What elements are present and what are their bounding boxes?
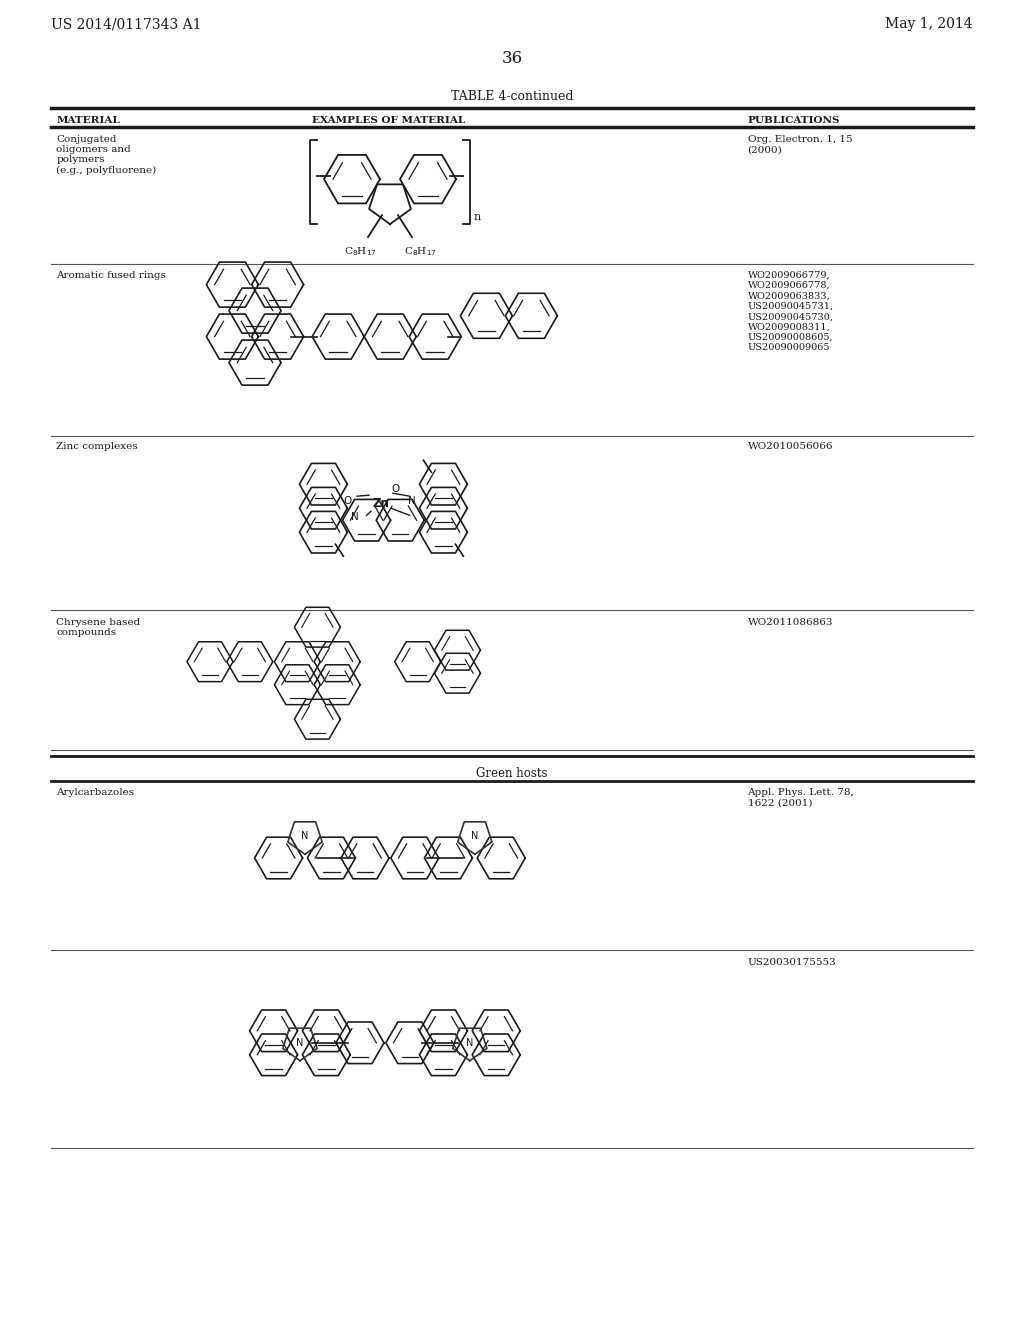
Text: Appl. Phys. Lett. 78,
1622 (2001): Appl. Phys. Lett. 78, 1622 (2001) (748, 788, 854, 808)
Text: C$_8$H$_{17}$: C$_8$H$_{17}$ (403, 246, 436, 257)
Text: Green hosts: Green hosts (476, 767, 548, 780)
Text: Zn: Zn (373, 496, 389, 510)
Text: Conjugated
oligomers and
polymers
(e.g., polyfluorene): Conjugated oligomers and polymers (e.g.,… (56, 135, 157, 176)
Text: Aromatic fused rings: Aromatic fused rings (56, 271, 166, 280)
Text: N: N (466, 1038, 473, 1048)
Text: Org. Electron. 1, 15
(2000): Org. Electron. 1, 15 (2000) (748, 135, 852, 154)
Text: N: N (301, 832, 308, 841)
Text: PUBLICATIONS: PUBLICATIONS (748, 116, 840, 125)
Text: MATERIAL: MATERIAL (56, 116, 120, 125)
Text: C$_8$H$_{17}$: C$_8$H$_{17}$ (344, 246, 377, 257)
Text: O: O (391, 484, 399, 494)
Text: Arylcarbazoles: Arylcarbazoles (56, 788, 134, 797)
Text: May 1, 2014: May 1, 2014 (885, 17, 973, 32)
Text: Zinc complexes: Zinc complexes (56, 442, 138, 451)
Text: O: O (343, 496, 351, 506)
Text: 36: 36 (502, 50, 522, 67)
Text: WO2010056066: WO2010056066 (748, 442, 833, 451)
Text: Chrysene based
compounds: Chrysene based compounds (56, 618, 140, 638)
Text: EXAMPLES OF MATERIAL: EXAMPLES OF MATERIAL (312, 116, 466, 125)
Text: N: N (409, 496, 416, 506)
Text: WO2009066779,
WO2009066778,
WO2009063833,
US20090045731,
US20090045730,
WO200900: WO2009066779, WO2009066778, WO2009063833… (748, 271, 834, 352)
Text: TABLE 4-continued: TABLE 4-continued (451, 90, 573, 103)
Text: US20030175553: US20030175553 (748, 958, 837, 968)
Text: US 2014/0117343 A1: US 2014/0117343 A1 (51, 17, 202, 32)
Text: WO2011086863: WO2011086863 (748, 618, 833, 627)
Text: N: N (351, 512, 358, 523)
Text: N: N (471, 832, 478, 841)
Text: n: n (474, 213, 481, 222)
Text: N: N (296, 1038, 304, 1048)
